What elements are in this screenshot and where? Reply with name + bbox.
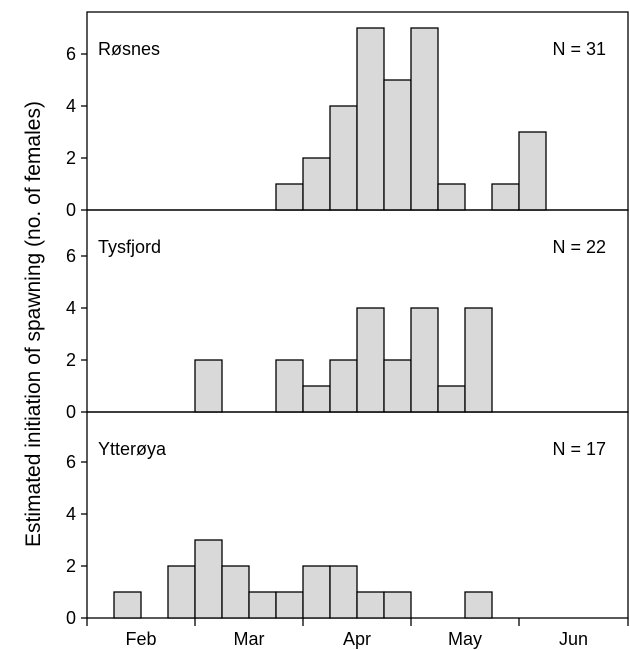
bar-may-16-23	[437, 385, 466, 413]
x-tick-label-feb: Feb	[125, 629, 156, 649]
bar-apr-6-13	[302, 565, 331, 619]
x-tick-label-jun: Jun	[559, 629, 588, 649]
bar-mar-29-apr-5	[275, 359, 304, 413]
y-tick-label: 4	[66, 504, 76, 524]
y-tick-label: 6	[66, 44, 76, 64]
y-tick-label: 0	[66, 608, 76, 628]
x-tick-label-apr: Apr	[343, 629, 371, 649]
bar-may-8-15	[410, 307, 439, 413]
bar-apr-6-13	[302, 157, 331, 211]
panel-site-label: Ytterøya	[98, 439, 167, 459]
y-tick-label: 4	[66, 96, 76, 116]
bar-may-8-15	[410, 27, 439, 211]
panel-2: 0 2 4 6 Ytterøya N = 17	[66, 411, 629, 628]
bar-mar-29-apr-5	[275, 591, 304, 619]
bar-mar-5-12	[194, 359, 223, 413]
bar-apr-22-29	[356, 591, 385, 619]
bar-jun-9-16	[518, 131, 547, 211]
y-tick-label: 2	[66, 556, 76, 576]
y-tick-label: 0	[66, 402, 76, 422]
panel-0: 0 2 4 6 Røsnes N = 31	[66, 11, 629, 220]
y-tick-label: 2	[66, 350, 76, 370]
x-tick-label-mar: Mar	[234, 629, 265, 649]
bar-apr-30-may-7	[383, 359, 412, 413]
y-tick-label: 4	[66, 298, 76, 318]
bar-may-24-31	[464, 591, 493, 619]
y-tick-label: 0	[66, 200, 76, 220]
panel-site-label: Tysfjord	[98, 237, 161, 257]
bar-mar-13-20	[221, 565, 250, 619]
bar-jun-1-8	[491, 183, 520, 211]
bar-apr-30-may-7	[383, 79, 412, 211]
bar-apr-22-29	[356, 307, 385, 413]
bar-mar-5-12	[194, 539, 223, 619]
panel-n-label: N = 31	[552, 39, 606, 59]
y-tick-label: 6	[66, 246, 76, 266]
bar-apr-6-13	[302, 385, 331, 413]
bar-apr-14-21	[329, 359, 358, 413]
y-axis-label: Estimated initiation of spawning (no. of…	[22, 101, 45, 547]
bar-apr-22-29	[356, 27, 385, 211]
y-tick-label: 2	[66, 148, 76, 168]
panel-n-label: N = 22	[552, 237, 606, 257]
chart-panels: 0 2 4 6 Røsnes N = 31 0 2 4 6 Tysfjord N = 22 0 2 4 6 Yt…	[66, 11, 629, 628]
bar-mar-29-apr-5	[275, 183, 304, 211]
bar-apr-30-may-7	[383, 591, 412, 619]
panel-n-label: N = 17	[552, 439, 606, 459]
bar-apr-14-21	[329, 105, 358, 211]
y-tick-label: 6	[66, 452, 76, 472]
bar-feb-9-16	[113, 591, 142, 619]
x-axis: Feb Mar Apr May Jun	[86, 618, 629, 649]
bar-mar-21-28	[248, 591, 277, 619]
bar-apr-14-21	[329, 565, 358, 619]
bar-feb-25-mar-4	[167, 565, 196, 619]
bar-may-16-23	[437, 183, 466, 211]
bar-may-24-31	[464, 307, 493, 413]
panel-site-label: Røsnes	[98, 39, 160, 59]
panel-1: 0 2 4 6 Tysfjord N = 22	[66, 209, 629, 422]
x-tick-label-may: May	[448, 629, 482, 649]
